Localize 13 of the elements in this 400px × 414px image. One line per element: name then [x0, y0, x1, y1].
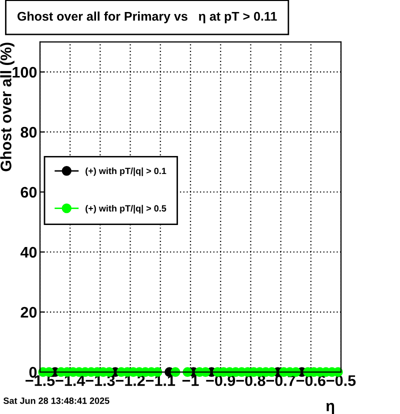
x-axis-title: η	[326, 402, 334, 414]
x-tick-label: −0.5	[326, 375, 356, 386]
text: Sat Jun 28 13:48:41 2025	[3, 398, 110, 404]
y-tick-label: 100	[12, 66, 37, 78]
y-tick-label: 80	[20, 126, 37, 138]
y-tick-label: 20	[20, 306, 37, 318]
legend-label: (+) with pT/|q| > 0.1	[86, 168, 166, 176]
y-tick-label: 40	[20, 246, 37, 258]
x-tick-label: −1	[182, 375, 199, 386]
x-tick-label: −1.4	[56, 375, 86, 386]
legend-label: (+) with pT/|q| > 0.5	[86, 204, 166, 214]
chart-title: Ghost over all for Primary vs η at pT > 0.11	[18, 12, 277, 24]
y-tick-label: 60	[20, 186, 37, 198]
